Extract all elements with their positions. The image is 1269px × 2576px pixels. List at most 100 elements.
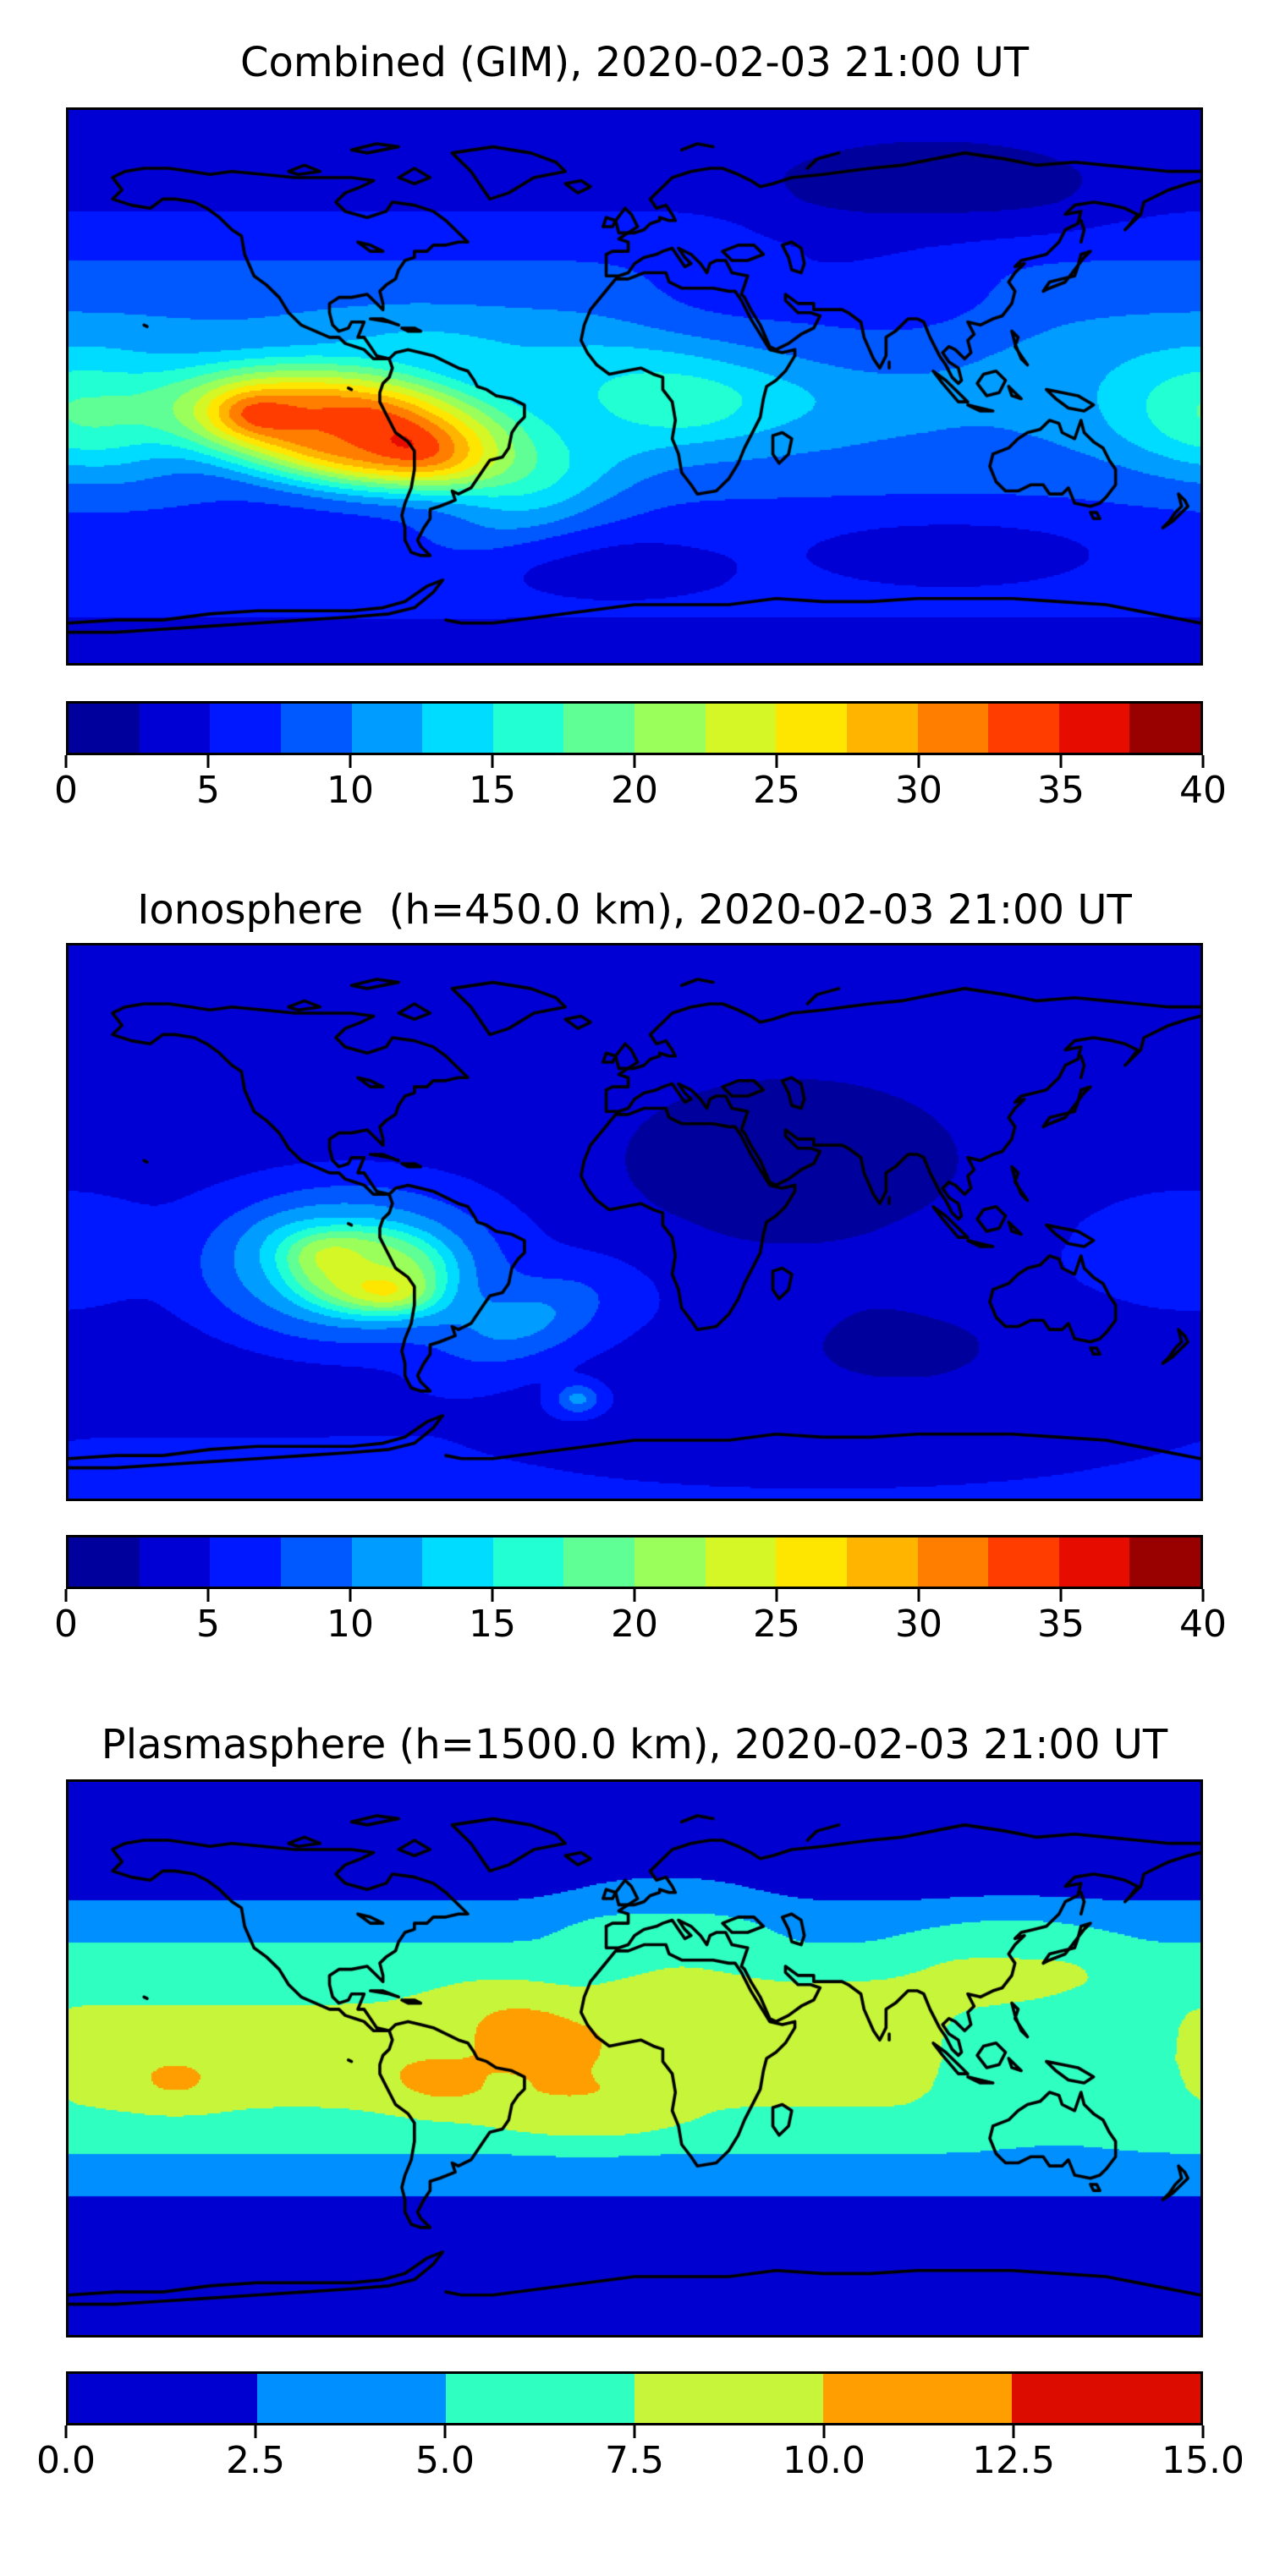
- colorbar-tick-label: 20: [611, 769, 658, 812]
- colorbar-tick: [917, 1589, 920, 1602]
- colorbar-segment: [988, 704, 1059, 753]
- map-canvas-ionosphere: [69, 945, 1200, 1499]
- colorbar-segment: [705, 1537, 777, 1587]
- world-map-plasmasphere: [66, 1779, 1203, 2338]
- colorbar-tick: [206, 1589, 210, 1602]
- colorbar-segment: [846, 704, 918, 753]
- colorbar-segment: [351, 1537, 423, 1587]
- colorbar-segment: [1012, 2374, 1200, 2423]
- colorbar-segment: [634, 1537, 706, 1587]
- world-map-combined: [66, 107, 1203, 666]
- colorbar-tick: [64, 755, 68, 768]
- colorbar-tick-label: 2.5: [226, 2439, 285, 2482]
- colorbar-tick: [633, 2425, 636, 2438]
- colorbar-segment: [846, 1537, 918, 1587]
- colorbar-segment: [422, 704, 493, 753]
- colorbar-tick: [1201, 2425, 1205, 2438]
- colorbar-tick: [349, 755, 352, 768]
- colorbar-tick-label: 0: [54, 1603, 78, 1646]
- colorbar-tick: [775, 755, 778, 768]
- colorbar-tick-label: 7.5: [605, 2439, 664, 2482]
- colorbar-segment: [351, 704, 423, 753]
- colorbar-tick-label: 35: [1037, 1603, 1085, 1646]
- map-canvas-combined: [69, 110, 1200, 663]
- colorbar-tick: [1012, 2425, 1015, 2438]
- colorbar-tick-label: 5: [196, 1603, 220, 1646]
- colorbar-tick-label: 0: [54, 769, 78, 812]
- colorbar-tick-label: 5: [196, 769, 220, 812]
- colorbar-segment: [492, 704, 564, 753]
- colorbar-segment: [1129, 704, 1200, 753]
- colorbar-tick: [633, 755, 636, 768]
- colorbar-segment: [563, 1537, 634, 1587]
- colorbar-tick-label: 25: [753, 1603, 800, 1646]
- colorbar-segment: [422, 1537, 493, 1587]
- colorbar-segment: [69, 704, 140, 753]
- colorbar-segment: [705, 704, 777, 753]
- panel-title-plasmasphere: Plasmasphere (h=1500.0 km), 2020-02-03 2…: [101, 1721, 1168, 1768]
- colorbar-segment: [210, 704, 281, 753]
- colorbar-tick-label: 30: [895, 1603, 942, 1646]
- colorbar-tick-label: 0.0: [36, 2439, 96, 2482]
- colorbar-tick: [443, 2425, 447, 2438]
- colorbar-segment: [1058, 704, 1130, 753]
- colorbar-tick-label: 35: [1037, 769, 1085, 812]
- colorbar-tick: [633, 1589, 636, 1602]
- colorbar-ticks-plasmasphere: 0.0 2.5 5.0 7.5 10.0 12.5 15.0: [36, 2425, 1244, 2488]
- colorbar-tick-label: 12.5: [972, 2439, 1055, 2482]
- colorbar-tick-label: 30: [895, 769, 942, 812]
- colorbar-tick-label: 20: [611, 1603, 658, 1646]
- colorbar-segment: [139, 704, 211, 753]
- map-canvas-plasmasphere: [69, 1782, 1200, 2335]
- colorbar-tick: [822, 2425, 826, 2438]
- colorbar-tick: [917, 755, 920, 768]
- colorbar-tick: [64, 2425, 68, 2438]
- colorbar-tick-label: 10: [327, 769, 374, 812]
- colorbar-tick: [1059, 755, 1063, 768]
- colorbar-ticks-ionosphere: 0 5 10 15 20 25 30 35 40: [54, 1589, 1227, 1652]
- colorbar-segment: [280, 1537, 352, 1587]
- colorbar-tick-label: 40: [1179, 769, 1227, 812]
- colorbar-tick: [775, 1589, 778, 1602]
- colorbar-segment: [139, 1537, 211, 1587]
- colorbar-tick: [1059, 1589, 1063, 1602]
- colorbar-segment: [823, 2374, 1012, 2423]
- colorbar-segment: [1129, 1537, 1200, 1587]
- colorbar-segment: [1058, 1537, 1130, 1587]
- colorbar-tick-label: 15: [469, 1603, 516, 1646]
- colorbar-tick: [64, 1589, 68, 1602]
- colorbar-tick: [1201, 1589, 1205, 1602]
- colorbar-tick: [206, 755, 210, 768]
- colorbar-combined: [66, 701, 1203, 755]
- colorbar-tick: [491, 755, 494, 768]
- colorbar-tick-label: 10: [327, 1603, 374, 1646]
- colorbar-segment: [563, 704, 634, 753]
- colorbar-tick-label: 40: [1179, 1603, 1227, 1646]
- panel-ionosphere: Ionosphere (h=450.0 km), 2020-02-03 21:0…: [0, 886, 1269, 1652]
- colorbar-segment: [446, 2374, 634, 2423]
- colorbar-segment: [917, 1537, 989, 1587]
- colorbar-segment: [280, 704, 352, 753]
- panel-plasmasphere: Plasmasphere (h=1500.0 km), 2020-02-03 2…: [0, 1721, 1269, 2488]
- colorbar-plasmasphere: [66, 2371, 1203, 2425]
- colorbar-segment: [257, 2374, 446, 2423]
- colorbar-tick-label: 10.0: [783, 2439, 865, 2482]
- colorbar-tick: [1201, 755, 1205, 768]
- colorbar-segment: [917, 704, 989, 753]
- colorbar-segment: [634, 704, 706, 753]
- colorbar-segment: [988, 1537, 1059, 1587]
- panel-combined-gim: Combined (GIM), 2020-02-03 21:00 UT 0 5 10…: [0, 39, 1269, 818]
- colorbar-tick-label: 5.0: [415, 2439, 475, 2482]
- colorbar-segment: [776, 704, 847, 753]
- colorbar-segment: [492, 1537, 564, 1587]
- colorbar-tick-label: 25: [753, 769, 800, 812]
- colorbar-ionosphere: [66, 1535, 1203, 1589]
- colorbar-tick: [349, 1589, 352, 1602]
- colorbar-segment: [776, 1537, 847, 1587]
- colorbar-segment: [69, 2374, 257, 2423]
- panel-title-combined: Combined (GIM), 2020-02-03 21:00 UT: [239, 39, 1030, 86]
- panel-title-ionosphere: Ionosphere (h=450.0 km), 2020-02-03 21:0…: [137, 886, 1132, 934]
- colorbar-tick-label: 15: [469, 769, 516, 812]
- colorbar-tick-label: 15.0: [1162, 2439, 1244, 2482]
- world-map-ionosphere: [66, 943, 1203, 1501]
